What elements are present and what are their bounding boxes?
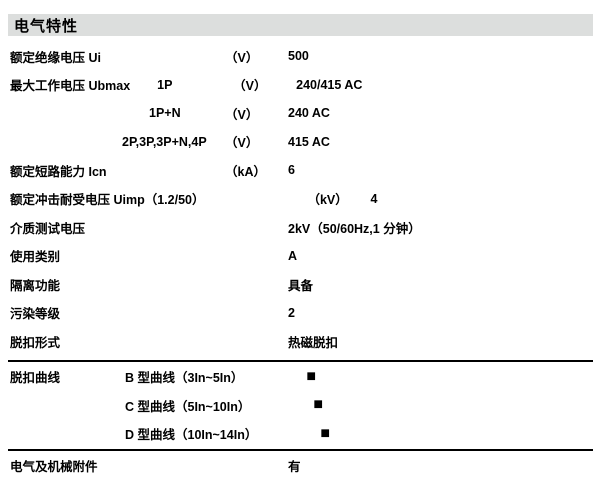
table-row: 电气及机械附件 有 xyxy=(10,451,593,480)
table-row: 使用类别 A xyxy=(10,242,593,271)
table-row: 额定短路能力 Icn （kA） 6 xyxy=(10,156,593,185)
row-value: 热磁脱扣 xyxy=(288,335,339,350)
row-value: 240 AC xyxy=(288,106,330,121)
divider xyxy=(8,360,593,362)
table-row: 额定绝缘电压 Ui （V） 500 xyxy=(10,42,593,71)
availability-square-icon: ■ xyxy=(306,367,317,385)
table-row: 2P,3P,3P+N,4P （V） 415 AC xyxy=(10,128,593,157)
row-sublabel: C 型曲线（5In~10In） xyxy=(125,399,251,414)
row-label: 隔离功能 xyxy=(10,278,61,293)
row-unit: （kV） xyxy=(307,193,348,208)
row-value: 有 xyxy=(288,459,301,474)
section-title: 电气特性 xyxy=(14,17,79,35)
row-sublabel: D 型曲线（10In~14In） xyxy=(125,428,258,443)
row-value: 具备 xyxy=(288,278,314,293)
row-sublabel: B 型曲线（3In~5In） xyxy=(125,371,244,386)
row-unit: （V） xyxy=(233,79,267,94)
row-label: 脱扣形式 xyxy=(10,335,61,350)
row-label: 污染等级 xyxy=(10,307,61,322)
row-label: 脱扣曲线 xyxy=(10,371,61,386)
row-value: 2 xyxy=(288,305,295,320)
row-sublabel: 2P,3P,3P+N,4P xyxy=(122,134,207,149)
spec-table: 额定绝缘电压 Ui （V） 500 最大工作电压 Ubmax 1P （V） 24… xyxy=(8,42,593,480)
row-label: 额定短路能力 Icn xyxy=(10,164,107,179)
row-value: 6 xyxy=(288,163,295,178)
row-value: 500 xyxy=(288,49,309,64)
table-row: 脱扣形式 热磁脱扣 xyxy=(10,327,593,356)
row-label: 最大工作电压 Ubmax xyxy=(10,79,131,94)
row-value: 415 AC xyxy=(288,134,330,149)
row-value: 240/415 AC xyxy=(296,77,363,92)
row-label: 额定绝缘电压 Ui xyxy=(10,50,101,65)
row-value: 4 xyxy=(370,191,378,206)
row-unit: （kA） xyxy=(225,164,266,179)
table-row: 1P+N （V） 240 AC xyxy=(10,99,593,128)
table-row: 污染等级 2 xyxy=(10,299,593,328)
row-value: A xyxy=(288,248,298,263)
row-sublabel: 1P xyxy=(157,77,173,92)
availability-square-icon: ■ xyxy=(313,396,324,414)
table-row: 隔离功能 具备 xyxy=(10,270,593,299)
row-label: 使用类别 xyxy=(10,250,61,265)
row-unit: （V） xyxy=(225,50,259,65)
availability-square-icon: ■ xyxy=(320,424,330,442)
row-value: 2kV（50/60Hz,1 分钟） xyxy=(288,221,421,236)
row-unit: （V） xyxy=(225,136,259,151)
table-row: D 型曲线（10In~14In） ■ xyxy=(10,420,593,449)
divider xyxy=(8,448,593,451)
table-row: 介质测试电压 2kV（50/60Hz,1 分钟） xyxy=(10,213,593,242)
table-row: 脱扣曲线 B 型曲线（3In~5In） ■ xyxy=(10,363,593,392)
section-header-bar: 电气特性 xyxy=(8,14,593,36)
table-row: C 型曲线（5In~10In） ■ xyxy=(10,391,593,420)
table-row: 最大工作电压 Ubmax 1P （V） 240/415 AC xyxy=(10,71,593,100)
row-label: 介质测试电压 xyxy=(10,221,86,236)
row-label: 额定冲击耐受电压 Uimp（1.2/50） xyxy=(10,193,205,208)
row-unit: （V） xyxy=(225,107,259,122)
row-label: 电气及机械附件 xyxy=(10,459,98,474)
table-row: 额定冲击耐受电压 Uimp（1.2/50） （kV） 4 xyxy=(10,185,593,214)
row-sublabel: 1P+N xyxy=(149,106,181,121)
